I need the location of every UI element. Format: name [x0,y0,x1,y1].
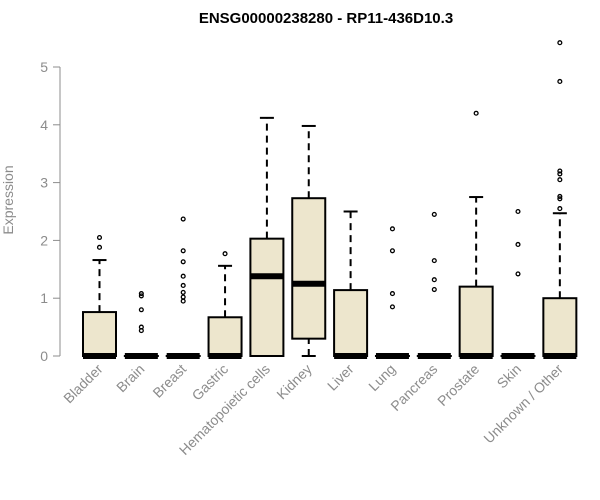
box-body [333,289,369,357]
box-gastric [207,251,243,359]
outlier-point [138,293,144,299]
outlier-point [180,259,186,265]
outlier-point [431,211,437,217]
outlier-point [96,234,103,241]
x-tick-label: Lung [365,361,398,394]
x-tick-label: Pancreas [387,361,440,414]
outlier-point [389,291,396,297]
outlier-point [557,206,563,212]
y-axis-label: Expression [0,165,16,234]
outlier-point [431,258,437,264]
outlier-point [389,304,396,310]
outlier-point [389,226,396,232]
outlier-point [515,271,521,277]
outlier-point [557,78,563,84]
x-tick-label: Prostate [434,361,482,409]
outlier-point [557,40,563,46]
outlier-point [557,177,563,183]
box-prostate [458,110,494,359]
box-kidney [291,124,327,357]
outlier-point [557,168,563,174]
box-liver [333,210,369,359]
outlier-point [389,248,396,254]
box-body [291,197,327,340]
y-tick-label: 2 [40,232,48,248]
x-tick-label: Skin [494,361,525,392]
outlier-point [180,248,186,254]
outlier-point [96,244,103,250]
box-hematopoietic-cells [249,116,285,357]
x-tick-label: Brain [113,361,147,395]
y-tick-label: 0 [40,348,48,364]
box-breast [165,216,201,359]
x-tick-label: Unknown / Other [480,361,566,447]
x-tick-label: Breast [149,361,189,401]
y-axis: 0 1 2 3 4 5 [40,59,61,364]
box-lung [374,226,410,359]
outlier-point [180,216,186,222]
outlier-point [138,324,144,330]
y-tick-label: 4 [40,117,48,133]
outlier-point [515,208,521,215]
outlier-point [180,298,186,304]
outlier-point [557,196,563,202]
outlier-point [557,171,563,177]
outlier-point [180,289,186,295]
box-brain [123,291,159,359]
box-body [458,285,494,358]
box-body [82,311,117,357]
box-bladder [82,234,117,359]
outlier-point [138,307,144,313]
x-tick-label: Liver [324,361,357,394]
y-tick-label: 1 [40,290,48,306]
outlier-point [557,193,563,200]
boxes-layer [82,40,578,359]
outlier-point [180,294,186,300]
box-body [249,237,285,357]
outlier-point [138,291,144,297]
box-pancreas [416,211,452,359]
chart-title: ENSG00000238280 - RP11-436D10.3 [199,10,453,27]
outlier-point [515,241,521,247]
x-tick-label: Bladder [60,361,106,407]
box-body [542,297,578,358]
box-body [207,316,243,357]
outlier-point [431,286,437,293]
outlier-point [180,282,186,289]
outlier-point [222,251,228,257]
box-unknown-other [542,40,578,359]
x-tick-label: Kidney [273,361,315,403]
outlier-point [473,110,479,116]
outlier-point [431,277,437,283]
y-tick-label: 5 [40,59,48,75]
y-tick-label: 3 [40,175,48,191]
outlier-point [180,273,186,279]
box-skin [500,208,536,359]
